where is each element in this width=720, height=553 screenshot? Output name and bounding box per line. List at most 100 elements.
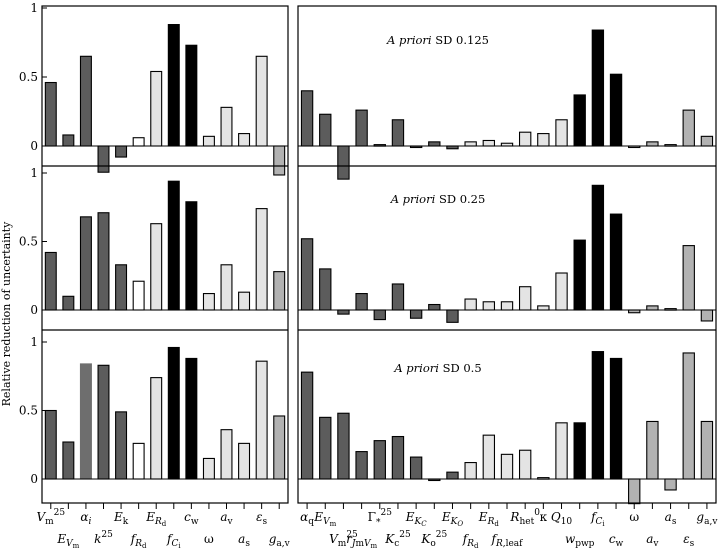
x-tick-label-right-9: fRd: [462, 532, 479, 550]
bar-left-row2-1: [62, 295, 75, 311]
x-tick-label-left-8: cw: [184, 510, 199, 527]
bar-left-row3-4: [115, 411, 128, 480]
bar-right-row3-17: [609, 357, 623, 480]
bar-left-row1-9: [202, 135, 215, 147]
bar-left-row1-0: [44, 81, 57, 147]
bar-right-row3-20: [664, 478, 677, 491]
bar-right-row2-0: [300, 238, 314, 311]
bar-left-row2-10: [220, 264, 233, 311]
bar-right-row2-9: [464, 298, 477, 311]
y-tick-label: 0: [30, 472, 38, 486]
y-axis-label: Relative reduction of uncertainty: [0, 221, 13, 407]
bar-right-row1-16: [591, 29, 605, 147]
bar-left-row1-13: [273, 145, 286, 176]
bar-right-row1-15: [573, 94, 586, 147]
bar-left-row1-12: [255, 55, 268, 147]
x-tick-label-left-3: k25: [94, 530, 113, 546]
bar-left-row2-13: [273, 271, 286, 311]
bar-left-row3-3: [97, 364, 110, 480]
bar-right-row1-5: [391, 119, 405, 147]
bar-right-row3-2: [337, 412, 350, 480]
bar-right-row1-14: [555, 119, 568, 147]
bar-right-row3-16: [591, 351, 605, 480]
sd-annotation: A priori SD 0.25: [390, 192, 486, 206]
bar-right-row1-13: [537, 133, 550, 147]
bar-left-row1-8: [185, 44, 198, 147]
bar-right-row3-0: [300, 371, 314, 480]
bar-left-row2-2: [79, 216, 92, 311]
y-tick-label: 0: [30, 303, 38, 317]
y-tick-label: 0.5: [19, 235, 38, 249]
bar-right-row1-9: [464, 141, 477, 147]
x-tick-label-right-13: κ: [540, 510, 548, 524]
bar-right-row1-21: [682, 109, 695, 147]
bar-right-row2-11: [500, 301, 514, 311]
x-tick-label-right-18: ω: [629, 510, 639, 524]
x-tick-label-right-16: fCi: [590, 510, 605, 528]
bar-right-row1-3: [355, 109, 368, 147]
bar-right-row3-15: [573, 422, 586, 480]
bar-left-row2-3: [97, 212, 110, 311]
bar-left-row1-6: [150, 70, 163, 147]
bar-left-row3-12: [255, 360, 268, 480]
bar-right-row2-1: [319, 268, 332, 311]
y-tick-label: 0.5: [19, 70, 38, 84]
bar-right-row3-5: [391, 435, 405, 480]
x-tick-label-right-8: EKO: [441, 510, 464, 528]
x-tick-label-right-12: Rhet0: [509, 508, 540, 527]
bar-right-row3-22: [700, 420, 714, 480]
x-tick-label-right-17: cw: [609, 532, 624, 549]
bar-left-row2-4: [115, 264, 128, 311]
x-tick-label-right-7: Ko25: [420, 530, 447, 549]
bar-right-row3-3: [355, 451, 368, 480]
bar-right-row2-6: [409, 309, 423, 319]
bar-right-row2-2: [337, 309, 350, 315]
bar-left-row3-10: [220, 429, 233, 480]
bar-right-row2-7: [428, 303, 441, 311]
x-tick-label-left-4: Ek: [113, 510, 129, 527]
bar-left-row2-5: [132, 280, 145, 311]
x-tick-label-right-3: rJmVm: [346, 532, 377, 550]
x-tick-label-left-6: ERd: [145, 510, 167, 528]
bar-right-row2-17: [609, 213, 623, 311]
bar-right-row3-4: [373, 440, 386, 480]
bar-right-row2-16: [591, 184, 605, 311]
bar-left-row1-4: [115, 145, 128, 158]
bar-right-row2-3: [355, 293, 368, 311]
bar-left-row3-11: [238, 442, 251, 480]
y-tick-label: 1: [30, 335, 38, 349]
panel-frame-left: [41, 5, 289, 504]
x-tick-label-left-11: as: [238, 532, 250, 549]
bar-left-row3-5: [132, 442, 145, 480]
x-tick-label-right-15: wpwp: [565, 532, 595, 549]
sd-annotation: A priori SD 0.5: [393, 361, 481, 375]
bar-left-row1-10: [220, 106, 233, 147]
x-tick-label-left-13: ga,v: [269, 532, 291, 549]
bar-right-row1-1: [319, 113, 332, 147]
x-tick-label-right-21: εs: [683, 532, 694, 549]
x-tick-label-left-9: ω: [204, 532, 214, 546]
bar-left-row2-11: [238, 291, 251, 311]
bar-right-row1-7: [428, 141, 441, 147]
x-tick-label-right-10: ERd: [478, 510, 500, 528]
x-tick-label-left-1: EVm: [56, 532, 79, 550]
x-tick-label-right-2: Vm25: [329, 530, 358, 549]
bar-right-row2-13: [537, 305, 550, 311]
bar-right-row1-19: [646, 141, 659, 147]
bar-right-row1-0: [300, 90, 314, 147]
bar-left-row3-13: [273, 415, 286, 480]
bar-right-row3-18: [628, 478, 641, 505]
bar-right-row1-10: [482, 139, 496, 147]
bar-right-row3-12: [518, 449, 532, 480]
x-tick-label-right-20: as: [665, 510, 677, 527]
bar-right-row3-10: [482, 434, 496, 480]
bar-left-row2-6: [150, 223, 163, 311]
x-tick-label-left-2: αi: [80, 510, 91, 527]
bar-left-row2-12: [255, 208, 268, 311]
x-tick-label-right-0: αq: [300, 510, 314, 527]
x-tick-label-right-11: fR,leaf: [491, 532, 524, 549]
bar-left-row1-3: [97, 145, 110, 173]
bar-right-row2-15: [573, 239, 586, 311]
x-tick-label-left-0: Vm25: [36, 508, 65, 527]
